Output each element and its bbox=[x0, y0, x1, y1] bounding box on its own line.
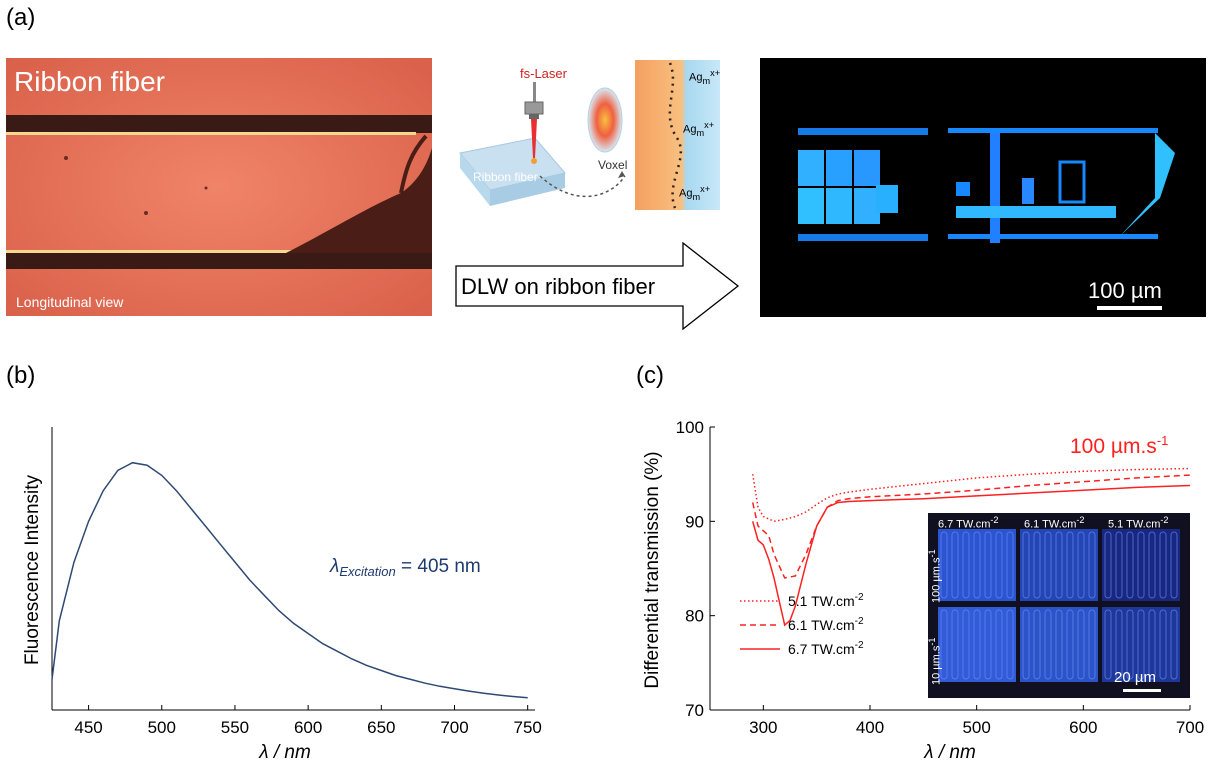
arrow-shape bbox=[455, 242, 740, 330]
dlw-schematic: fs-Laser Ribbon fiber Voxel Agmx+ Agmx+ … bbox=[455, 58, 735, 228]
y-tick-label: 90 bbox=[685, 512, 704, 531]
inset-col-3: 5.1 TW.cm-2 bbox=[1108, 515, 1169, 531]
inset-pattern-block bbox=[938, 529, 1016, 601]
inset-pattern-block bbox=[1102, 529, 1180, 601]
x-tick-label: 600 bbox=[1069, 718, 1097, 737]
fluorescence-spectrum-chart: 450 500 550 600 650 700 750 λ / nm Fluorescenc… bbox=[22, 427, 542, 763]
photo-title: Ribbon fiber bbox=[14, 66, 165, 97]
excitation-annotation: λExcitation = 405 nm bbox=[329, 556, 481, 579]
x-axis-label: λ / nm bbox=[258, 742, 311, 763]
arrow-text: DLW on ribbon fiber bbox=[461, 274, 656, 299]
legend-label-dotted: 5.1 TW.cm-2 bbox=[788, 592, 864, 609]
laser-label: fs-Laser bbox=[520, 66, 567, 81]
ag-label-3: Agmx+ bbox=[679, 184, 711, 202]
x-tick-label: 700 bbox=[440, 718, 468, 737]
legend-label-dashed: 6.1 TW.cm-2 bbox=[788, 616, 864, 633]
inset-row-1: 100 µm.s-1 bbox=[928, 549, 943, 603]
schematic-drawing bbox=[459, 60, 720, 210]
inset-pattern-block bbox=[938, 607, 1016, 682]
fiber-bottom-edge bbox=[6, 253, 432, 269]
inset-drawing bbox=[938, 529, 1180, 692]
fiber-label: Ribbon fiber bbox=[473, 170, 538, 184]
inset-pattern-block bbox=[1020, 529, 1098, 601]
speed-annotation: 100 µm.s-1 bbox=[1070, 433, 1168, 458]
inset-pattern-block bbox=[1020, 607, 1098, 682]
panel-c-label: (c) bbox=[636, 362, 664, 389]
panel-b-label: (b) bbox=[6, 362, 36, 389]
inset-scale-label: 20 µm bbox=[1114, 669, 1156, 686]
series-line-dotted bbox=[751, 467, 1191, 523]
ag-label-1: Agmx+ bbox=[689, 68, 721, 86]
x-tick-label: 750 bbox=[513, 718, 541, 737]
x-tick-label: 500 bbox=[148, 718, 176, 737]
photo-subtitle: Longitudinal view bbox=[16, 294, 124, 310]
legend-label-solid: 6.7 TW.cm-2 bbox=[788, 640, 864, 657]
fluorescence-image: 100 µm bbox=[760, 58, 1206, 317]
x-tick-label: 450 bbox=[74, 718, 102, 737]
inset-pattern-block bbox=[1102, 607, 1180, 682]
x-tick-label: 600 bbox=[294, 718, 322, 737]
x-axis-label: λ / nm bbox=[923, 742, 976, 763]
ribbon-fiber-photo-drawing bbox=[6, 58, 432, 316]
x-tick-label: 700 bbox=[1176, 718, 1204, 737]
y-tick-label: 100 bbox=[676, 418, 704, 437]
ribbon-fiber-photo: Ribbon fiber Longitudinal view bbox=[6, 58, 432, 316]
series-line-solid bbox=[751, 484, 1191, 627]
x-tick-label: 500 bbox=[962, 718, 990, 737]
inset-row-2: 10 µm.s-1 bbox=[928, 637, 943, 685]
dlw-arrow: DLW on ribbon fiber bbox=[455, 242, 740, 330]
y-tick-label: 70 bbox=[685, 701, 704, 720]
transmission-chart: 300 400 500 600 700 70 80 90 100 λ / nm Differen… bbox=[642, 418, 1204, 763]
x-tick-label: 650 bbox=[367, 718, 395, 737]
panel-a-label: (a) bbox=[6, 4, 36, 31]
inset-col-2: 6.1 TW.cm-2 bbox=[1024, 515, 1085, 531]
series-line-fluorescence bbox=[51, 461, 528, 699]
x-tick-label: 400 bbox=[856, 718, 884, 737]
x-tick-label: 550 bbox=[221, 718, 249, 737]
inset-col-1: 6.7 TW.cm-2 bbox=[938, 515, 999, 531]
inset-micrograph: 6.7 TW.cm-2 6.1 TW.cm-2 5.1 TW.cm-2 100 … bbox=[928, 513, 1190, 698]
scale-bar-label: 100 µm bbox=[1088, 278, 1162, 303]
voxel-label: Voxel bbox=[598, 158, 628, 172]
y-axis-label: Fluorescence Intensity bbox=[22, 474, 43, 665]
x-tick-label: 300 bbox=[749, 718, 777, 737]
fiber-top-edge bbox=[6, 115, 432, 133]
ag-label-2: Agmx+ bbox=[683, 120, 715, 138]
y-axis-label: Differential transmission (%) bbox=[642, 451, 663, 688]
fluorescence-drawing bbox=[798, 128, 1175, 310]
y-tick-label: 80 bbox=[685, 607, 704, 626]
